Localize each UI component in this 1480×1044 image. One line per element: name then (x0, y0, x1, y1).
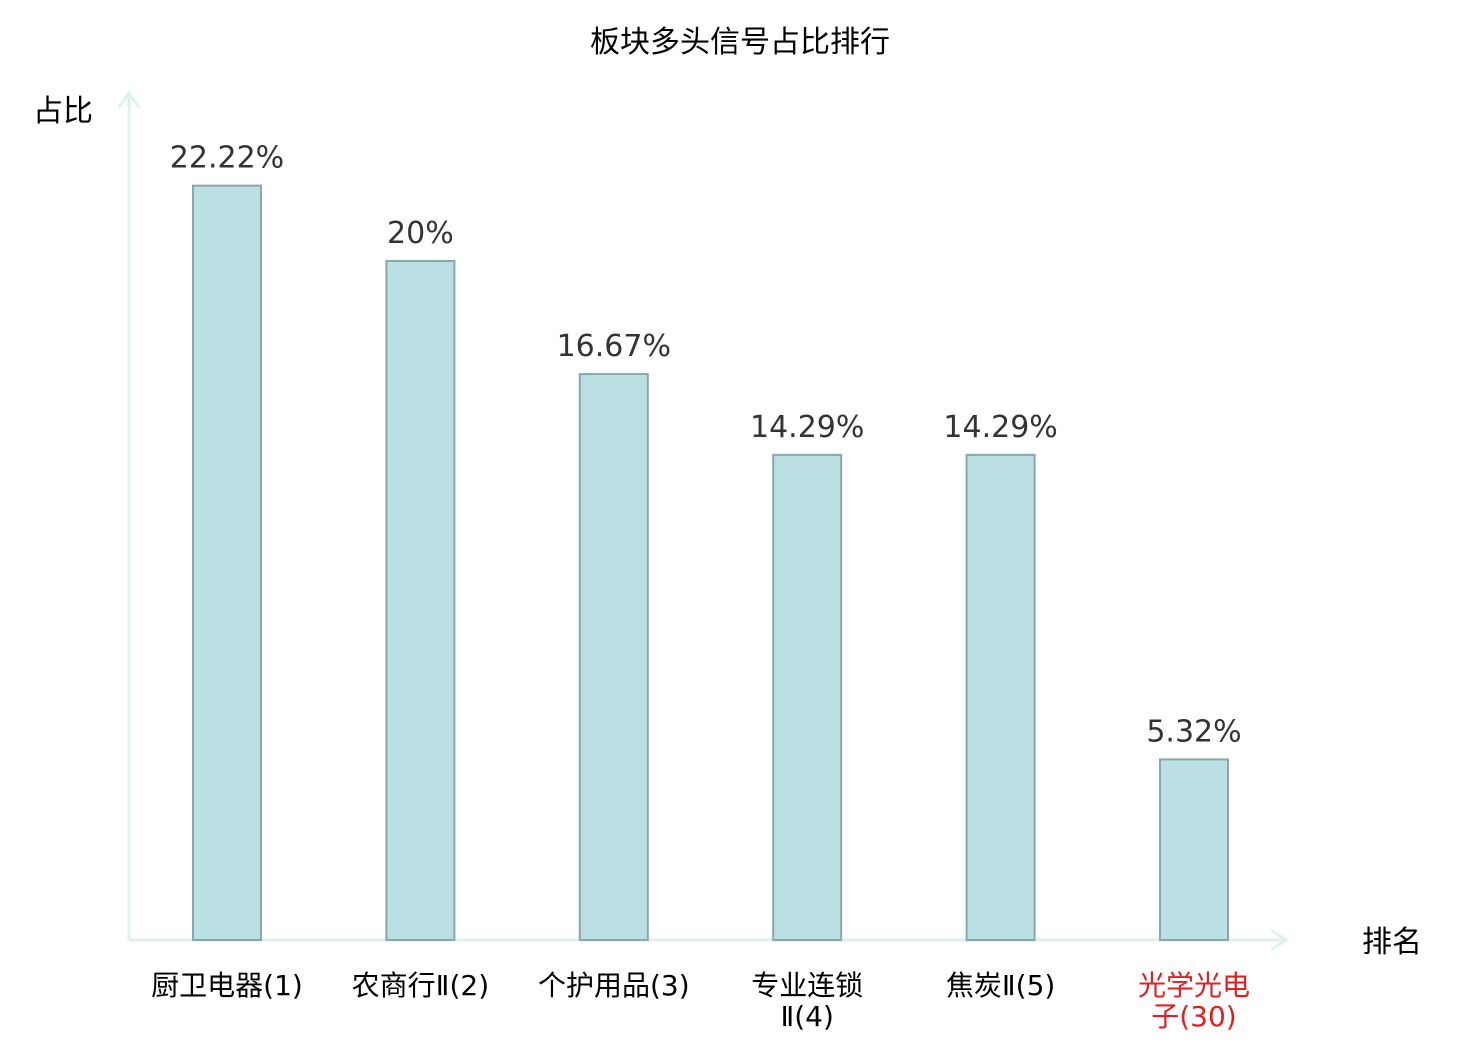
bar (385, 260, 456, 941)
bar-value-label: 5.32% (1146, 714, 1241, 749)
x-tick-label-line: Ⅱ(4) (780, 1000, 833, 1033)
bars-group (192, 184, 1229, 942)
x-tick-label: 专业连锁 Ⅱ(4) (751, 969, 863, 1033)
y-axis-arrow-icon (117, 90, 141, 109)
bar (772, 453, 843, 941)
x-tick-label-line: 光学光电 (1138, 969, 1250, 1002)
bar-value-label: 14.29% (943, 410, 1057, 445)
x-tick-label-line: 个护用品(3) (538, 969, 690, 1002)
x-axis-label: 排名 (1362, 925, 1422, 960)
bar-value-label: 14.29% (750, 410, 864, 445)
x-tick-label-line: 农商行Ⅱ(2) (352, 969, 489, 1002)
x-tick-label-line: 专业连锁 (751, 969, 863, 1002)
x-tick-label: 焦炭Ⅱ(5) (946, 969, 1055, 1002)
bar-value-label: 20% (387, 216, 454, 251)
bar (192, 184, 262, 942)
x-tick-label: 光学光电子(30) (1138, 969, 1250, 1033)
x-tick-labels-group: 厨卫电器(1) 农商行Ⅱ(2) 个护用品(3) 专业连锁 Ⅱ(4) 焦炭Ⅱ(5) 光学光电子… (151, 969, 1250, 1033)
x-axis-arrow-icon (1270, 928, 1289, 952)
x-tick-label: 农商行Ⅱ(2) (352, 969, 489, 1002)
bar (965, 453, 1036, 941)
bar-value-label: 22.22% (170, 141, 284, 176)
bar-value-label: 16.67% (557, 329, 671, 364)
x-tick-label-line: 焦炭Ⅱ(5) (946, 969, 1055, 1002)
x-tick-label: 个护用品(3) (538, 969, 690, 1002)
value-labels-group: 22.22% 20% 16.67% 14.29% 14.29% 5.32% (170, 141, 1242, 750)
x-tick-label-line: 子(30) (1151, 1000, 1236, 1033)
chart-title: 板块多头信号占比排行 (590, 25, 890, 60)
x-tick-label-line: 厨卫电器(1) (151, 969, 303, 1002)
y-axis-label: 占比 (33, 94, 93, 129)
bar (578, 373, 649, 941)
bar (1159, 758, 1229, 941)
x-tick-label: 厨卫电器(1) (151, 969, 303, 1002)
